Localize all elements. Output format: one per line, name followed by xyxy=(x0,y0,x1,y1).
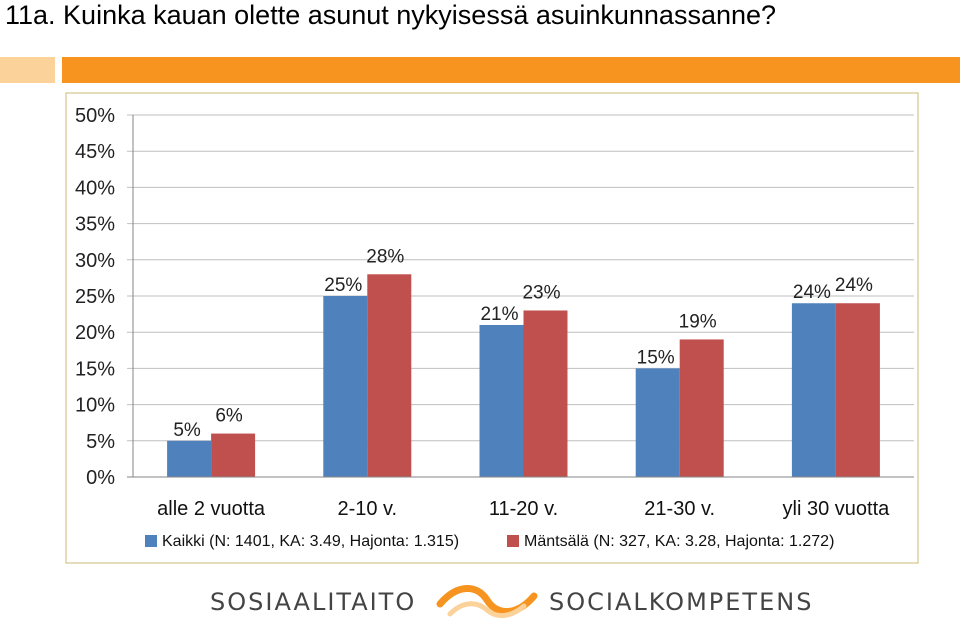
bar-mantsala xyxy=(679,339,724,477)
bar-mantsala xyxy=(211,433,256,477)
data-label: 19% xyxy=(679,311,717,332)
accent-bar-light xyxy=(0,57,55,83)
y-tick-label: 5% xyxy=(86,431,115,453)
y-tick-label: 50% xyxy=(75,105,115,127)
y-tick-label: 30% xyxy=(75,250,115,272)
legend-label: Mäntsälä (N: 327, KA: 3.28, Hajonta: 1.2… xyxy=(524,533,834,550)
data-label: 24% xyxy=(835,275,873,296)
x-tick-label: alle 2 vuotta xyxy=(157,498,266,520)
legend-swatch xyxy=(145,535,157,547)
x-tick-label: 11-20 v. xyxy=(489,498,558,520)
x-tick-label: yli 30 vuotta xyxy=(783,498,891,520)
data-label: 25% xyxy=(324,275,362,296)
x-tick-label: 2-10 v. xyxy=(337,498,397,520)
data-label: 28% xyxy=(366,246,404,267)
data-label: 23% xyxy=(522,282,560,303)
logo-left-text: SOSIAALITAITO xyxy=(210,588,417,616)
y-tick-label: 25% xyxy=(75,286,115,308)
data-label: 24% xyxy=(793,282,831,303)
legend-label: Kaikki (N: 1401, KA: 3.49, Hajonta: 1.31… xyxy=(162,533,459,550)
page-title: 11a. Kuinka kauan olette asunut nykyises… xyxy=(5,0,777,30)
y-tick-label: 10% xyxy=(75,395,115,417)
y-tick-label: 40% xyxy=(75,177,115,199)
logo-swirl-icon xyxy=(436,585,538,618)
data-label: 21% xyxy=(480,304,518,325)
legend-swatch xyxy=(507,535,519,547)
logo-right-text: SOCIALKOMPETENS xyxy=(549,588,814,616)
data-label: 15% xyxy=(637,347,675,368)
data-label: 5% xyxy=(173,420,201,441)
y-tick-label: 0% xyxy=(86,467,115,489)
bar-kaikki xyxy=(167,440,212,477)
bar-kaikki xyxy=(479,324,524,477)
bar-mantsala xyxy=(835,303,880,477)
chart-frame xyxy=(65,92,919,564)
y-tick-label: 20% xyxy=(75,322,115,344)
bar-kaikki xyxy=(635,368,680,477)
bar-mantsala xyxy=(367,274,412,477)
bar-kaikki xyxy=(323,296,368,477)
y-tick-label: 45% xyxy=(75,141,115,163)
data-label: 6% xyxy=(215,406,243,427)
accent-bar-orange xyxy=(62,57,960,83)
y-tick-label: 35% xyxy=(75,214,115,236)
y-tick-label: 15% xyxy=(75,358,115,380)
x-tick-label: 21-30 v. xyxy=(644,498,715,520)
bar-kaikki xyxy=(791,303,836,477)
bar-mantsala xyxy=(523,310,568,477)
